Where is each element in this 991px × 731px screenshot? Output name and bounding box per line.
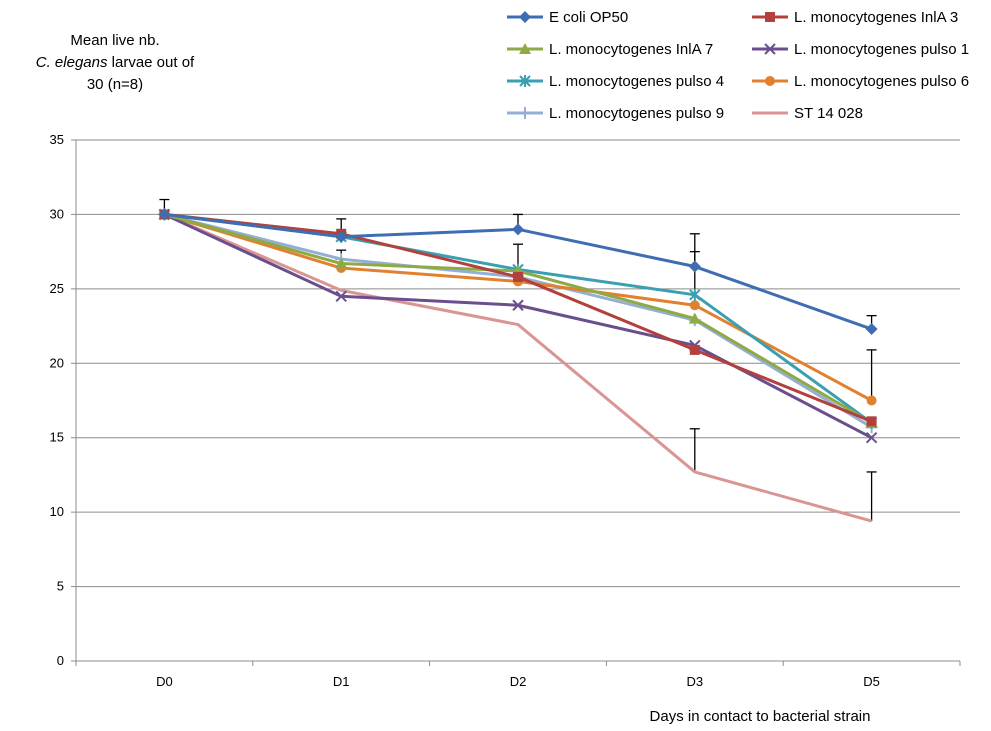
legend-label: L. monocytogenes pulso 1 — [794, 40, 970, 58]
legend-label: L. monocytogenes pulso 4 — [549, 72, 725, 90]
data-point — [335, 230, 348, 243]
legend-swatch — [752, 43, 788, 55]
legend-item: L. monocytogenes InlA 3 — [750, 6, 958, 28]
data-point — [512, 299, 524, 311]
data-point — [865, 432, 878, 444]
legend-swatch — [752, 111, 788, 115]
legend-label: L. monocytogenes pulso 9 — [549, 104, 725, 122]
data-point — [335, 257, 348, 269]
legend-swatch — [507, 43, 543, 54]
legend-marker — [765, 76, 775, 86]
legend-label: E coli OP50 — [549, 8, 629, 26]
legend-item: L. monocytogenes pulso 6 — [750, 70, 969, 92]
y-axis-title-species: C. elegans — [35, 54, 108, 71]
y-axis-title-larvae: larvae out of — [111, 54, 195, 71]
data-point — [335, 290, 347, 303]
y-tick-label: 35 — [50, 132, 64, 147]
x-tick-label: D0 — [156, 674, 173, 689]
x-axis-title: Days in contact to bacterial strain — [649, 708, 871, 725]
legend-label: L. monocytogenes InlA 3 — [794, 8, 959, 26]
legend-marker — [519, 75, 531, 87]
y-tick-label: 30 — [50, 206, 64, 221]
data-point — [865, 323, 878, 336]
legend-item: ST 14 028 — [750, 102, 863, 124]
legend-marker — [765, 12, 775, 22]
y-tick-label: 5 — [57, 579, 64, 594]
y-tick-label: 10 — [50, 504, 64, 519]
legend-label: ST 14 028 — [794, 104, 863, 122]
y-tick-label: 25 — [50, 281, 64, 296]
legend-swatch — [507, 11, 543, 23]
data-point — [689, 344, 700, 355]
legend-marker — [519, 43, 531, 54]
legend-marker — [519, 107, 531, 119]
x-tick-label: D5 — [863, 674, 880, 689]
data-point — [689, 300, 700, 311]
legend-swatch — [507, 75, 543, 87]
legend-marker — [764, 43, 776, 55]
y-axis-title-line-2: C. elegans larvae out of — [0, 52, 230, 74]
chart-legend: E coli OP50 L. monocytogenes InlA 3 L. mon… — [505, 2, 991, 134]
legend-item: L. monocytogenes pulso 4 — [505, 70, 724, 92]
x-tick-label: D3 — [686, 674, 703, 689]
y-tick-label: 15 — [50, 430, 64, 445]
data-point — [688, 260, 701, 273]
data-point — [513, 271, 523, 282]
legend-item: E coli OP50 — [505, 6, 628, 28]
legend-swatch — [752, 76, 788, 86]
x-tick-label: D2 — [510, 674, 527, 689]
y-axis-title: Mean live nb. C. elegans larvae out of 3… — [0, 30, 230, 96]
data-point — [512, 223, 524, 236]
data-point — [688, 312, 701, 324]
data-point — [866, 416, 877, 427]
y-tick-label: 20 — [50, 355, 64, 370]
legend-swatch — [752, 12, 788, 22]
legend-label: L. monocytogenes pulso 6 — [794, 72, 970, 90]
y-tick-label: 0 — [57, 653, 64, 668]
data-point — [689, 288, 701, 301]
x-tick-label: D1 — [333, 674, 350, 689]
y-axis-title-line-1: Mean live nb. — [70, 32, 160, 49]
data-point — [158, 208, 171, 221]
legend-item: L. monocytogenes InlA 7 — [505, 38, 713, 60]
legend-item: L. monocytogenes pulso 9 — [505, 102, 724, 124]
legend-swatch — [507, 107, 543, 119]
legend-marker — [519, 11, 531, 23]
y-axis-title-line-3: 30 (n=8) — [86, 76, 144, 93]
data-point — [866, 395, 877, 406]
legend-label: L. monocytogenes InlA 7 — [549, 40, 714, 58]
series-line — [163, 213, 873, 523]
legend-item: L. monocytogenes pulso 1 — [750, 38, 969, 60]
